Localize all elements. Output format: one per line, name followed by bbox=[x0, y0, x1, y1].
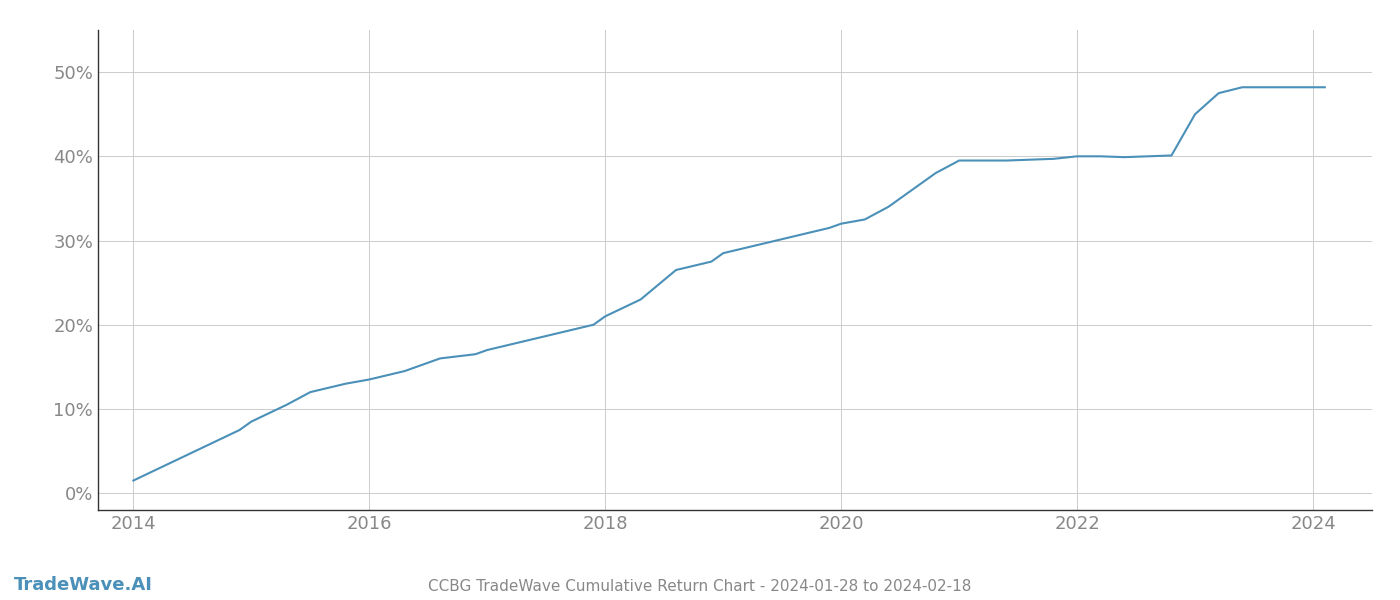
Text: CCBG TradeWave Cumulative Return Chart - 2024-01-28 to 2024-02-18: CCBG TradeWave Cumulative Return Chart -… bbox=[428, 579, 972, 594]
Text: TradeWave.AI: TradeWave.AI bbox=[14, 576, 153, 594]
